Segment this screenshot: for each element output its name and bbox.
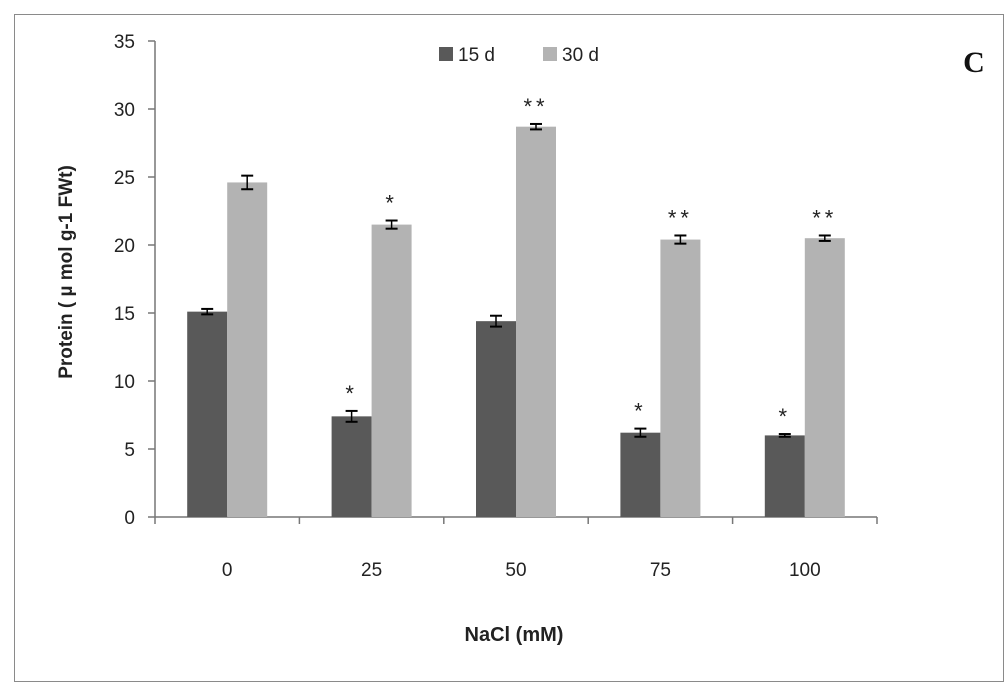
axes: 0 5 10 15 20 25 30 35 0 25 50 75 100	[114, 32, 878, 581]
significance-marker: **	[523, 94, 548, 119]
significance-annotations: ** ****** **	[345, 94, 837, 429]
error-bars	[201, 122, 831, 438]
bar	[371, 224, 412, 517]
bar	[227, 182, 268, 517]
y-tick-label: 0	[124, 508, 135, 529]
significance-marker: *	[385, 191, 398, 216]
x-tick-label: 25	[361, 560, 382, 581]
y-tick-label: 10	[114, 372, 135, 393]
x-tick-label: 50	[505, 560, 526, 581]
bars	[187, 126, 845, 518]
significance-marker: **	[812, 205, 837, 230]
x-tick-label: 75	[650, 560, 671, 581]
bar	[516, 126, 556, 518]
legend-label: 15 d	[458, 45, 495, 66]
legend: 15 d 30 d	[439, 45, 599, 66]
bar	[620, 432, 661, 517]
bar	[804, 238, 845, 517]
bar	[660, 239, 701, 517]
panel-label: C	[963, 46, 985, 79]
legend-swatch	[439, 47, 453, 61]
significance-marker: *	[779, 404, 792, 429]
legend-swatch	[543, 47, 557, 61]
y-tick-label: 20	[114, 236, 135, 257]
x-tick-label: 0	[222, 560, 233, 581]
legend-label: 30 d	[562, 45, 599, 66]
x-tick-label: 100	[789, 560, 821, 581]
y-tick-label: 15	[114, 304, 135, 325]
y-tick-label: 30	[114, 100, 135, 121]
y-tick-label: 5	[124, 440, 135, 461]
bar	[764, 435, 805, 517]
significance-marker: *	[634, 399, 647, 424]
y-tick-label: 25	[114, 168, 135, 189]
bar	[331, 416, 372, 517]
significance-marker: **	[668, 205, 693, 230]
bar	[476, 321, 516, 517]
y-axis-label: Protein ( µ mol g-1 FWt)	[56, 165, 77, 379]
bar	[187, 311, 228, 517]
x-axis-label: NaCl (mM)	[465, 624, 564, 646]
y-tick-label: 35	[114, 32, 135, 53]
significance-marker: *	[345, 381, 358, 406]
